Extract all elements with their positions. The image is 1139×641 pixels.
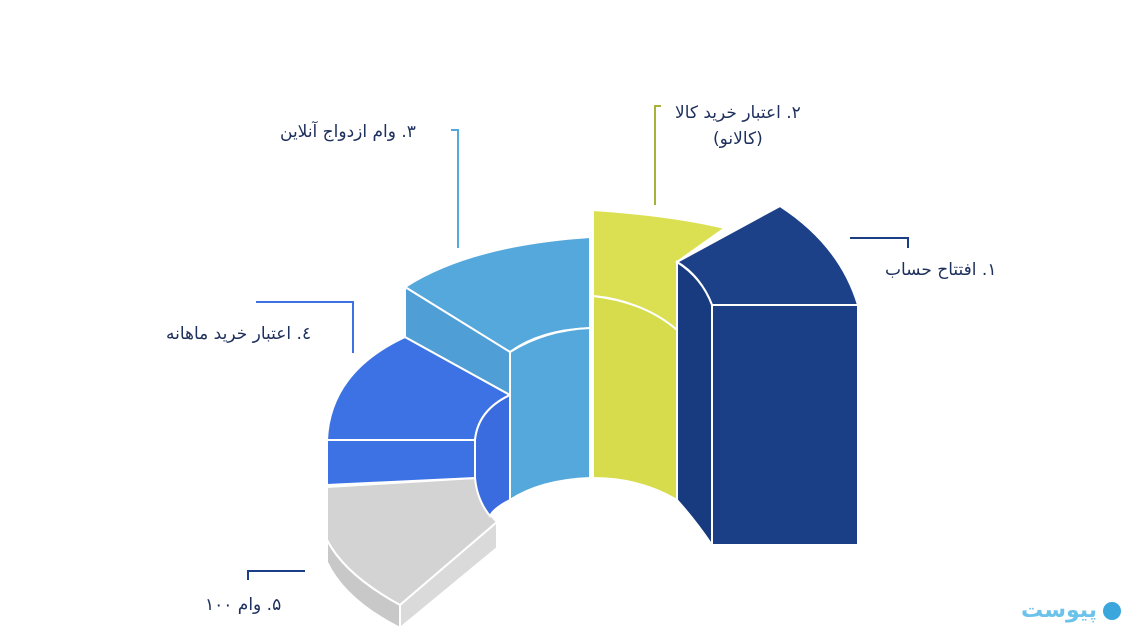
logo-mark-icon xyxy=(1103,601,1121,620)
leader-line-2 xyxy=(654,105,661,205)
segment-2 xyxy=(592,208,728,502)
brand-logo: پیوست xyxy=(1021,598,1121,623)
label-segment-5: ۵. وام ۱۰۰ xyxy=(205,595,282,615)
leader-line-5 xyxy=(247,570,305,580)
label-segment-3: ۳. وام ازدواج آنلاین xyxy=(280,122,416,142)
segment-5 xyxy=(326,476,499,631)
label-segment-1: ۱. افتتاح حساب xyxy=(885,260,997,280)
segment-1 xyxy=(674,204,860,549)
leader-line-1 xyxy=(850,237,909,248)
segment-3 xyxy=(403,235,591,502)
label-segment-2-line2: (کالانو) xyxy=(713,129,763,149)
label-segment-2-line1: ۲. اعتبار خرید کالا xyxy=(675,103,801,123)
leader-line-4 xyxy=(256,301,354,353)
segment-4 xyxy=(325,335,513,518)
leader-line-3 xyxy=(451,129,459,248)
logo-text: پیوست xyxy=(1021,598,1097,623)
label-segment-2: ۲. اعتبار خرید کالا (کالانو) xyxy=(675,100,801,152)
label-segment-4: ٤. اعتبار خرید ماهانه xyxy=(166,324,312,344)
